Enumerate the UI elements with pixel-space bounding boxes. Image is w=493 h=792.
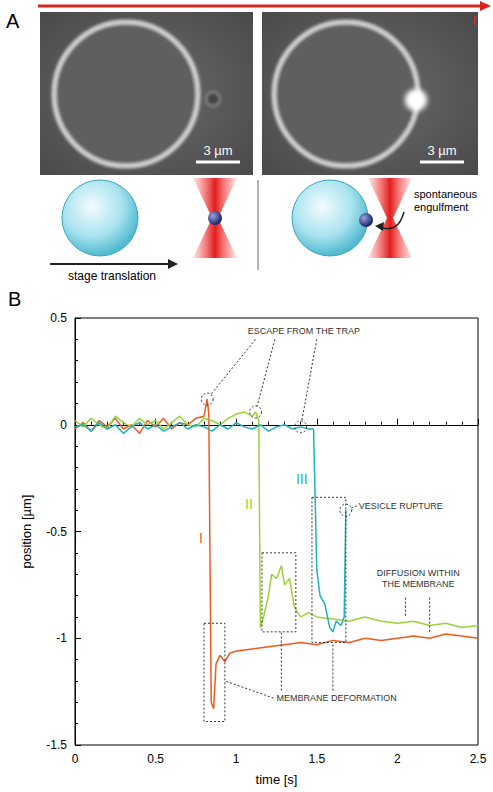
svg-text:spontaneous: spontaneous [414, 188, 477, 200]
svg-text:A: A [6, 10, 20, 32]
svg-text:0: 0 [72, 752, 79, 766]
svg-text:engulfment: engulfment [414, 201, 468, 213]
svg-text:-1.5: -1.5 [46, 738, 67, 752]
svg-text:-0.5: -0.5 [46, 525, 67, 539]
svg-text:0.5: 0.5 [147, 752, 164, 766]
svg-text:time [s]: time [s] [256, 772, 298, 787]
svg-text:3 µm: 3 µm [427, 143, 456, 158]
svg-text:1: 1 [233, 752, 240, 766]
svg-text:2: 2 [394, 752, 401, 766]
html-text:B: B [8, 288, 22, 310]
svg-text:ESCAPE FROM THE TRAP: ESCAPE FROM THE TRAP [248, 326, 360, 336]
svg-text:t: t [472, 10, 478, 29]
svg-text:II: II [245, 496, 253, 512]
svg-text:VESICLE RUPTURE: VESICLE RUPTURE [359, 501, 443, 511]
svg-text:3 µm: 3 µm [203, 143, 232, 158]
svg-text:THE MEMBRANE: THE MEMBRANE [382, 579, 455, 589]
svg-text:0.5: 0.5 [50, 311, 67, 325]
svg-text:stage translation: stage translation [68, 269, 156, 283]
svg-text:1.5: 1.5 [308, 752, 325, 766]
svg-text:DIFFUSION WITHIN: DIFFUSION WITHIN [377, 568, 460, 578]
svg-text:position [µm]: position [µm] [19, 495, 34, 569]
svg-text:2.5: 2.5 [470, 752, 487, 766]
svg-text:0: 0 [60, 418, 67, 432]
svg-text:I: I [199, 530, 203, 546]
svg-text:III: III [296, 471, 308, 487]
svg-text:-1: -1 [56, 631, 67, 645]
svg-text:MEMBRANE DEFORMATION: MEMBRANE DEFORMATION [277, 693, 397, 703]
